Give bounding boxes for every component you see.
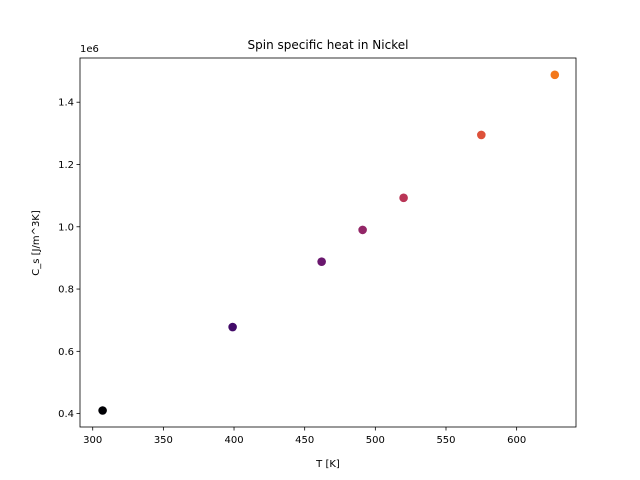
y-offset-label: 1e6 [80, 44, 99, 55]
data-point [399, 193, 408, 203]
data-point [550, 70, 560, 80]
data-point [98, 406, 107, 415]
y-tick-label: 0.6 [58, 347, 74, 358]
y-tick-label: 1.0 [58, 222, 74, 233]
data-point [477, 130, 486, 140]
x-axis-label: T [K] [315, 459, 340, 470]
y-tick-label: 1.2 [58, 160, 74, 171]
x-tick-label: 300 [83, 435, 102, 446]
x-tick-label: 500 [366, 435, 385, 446]
x-tick-label: 350 [154, 435, 173, 446]
data-point [317, 257, 326, 266]
y-tick-label: 0.4 [58, 409, 74, 420]
y-tick-label: 1.4 [58, 98, 74, 109]
x-tick-label: 450 [295, 435, 314, 446]
chart-title: Spin specific heat in Nickel [248, 38, 409, 52]
data-point [228, 322, 237, 332]
y-axis-label: C_s [J/m^3K] [31, 210, 42, 276]
x-tick-label: 400 [224, 435, 243, 446]
data-point [358, 225, 367, 235]
x-tick-label: 600 [507, 435, 526, 446]
plot-frame [79, 57, 577, 428]
x-tick-label: 550 [436, 435, 455, 446]
y-tick-label: 0.8 [58, 285, 74, 296]
plot-area: 300 350 400 450 500 550 600 0.4 0.6 0.8 1.0 1.2 1.4 [58, 57, 577, 446]
